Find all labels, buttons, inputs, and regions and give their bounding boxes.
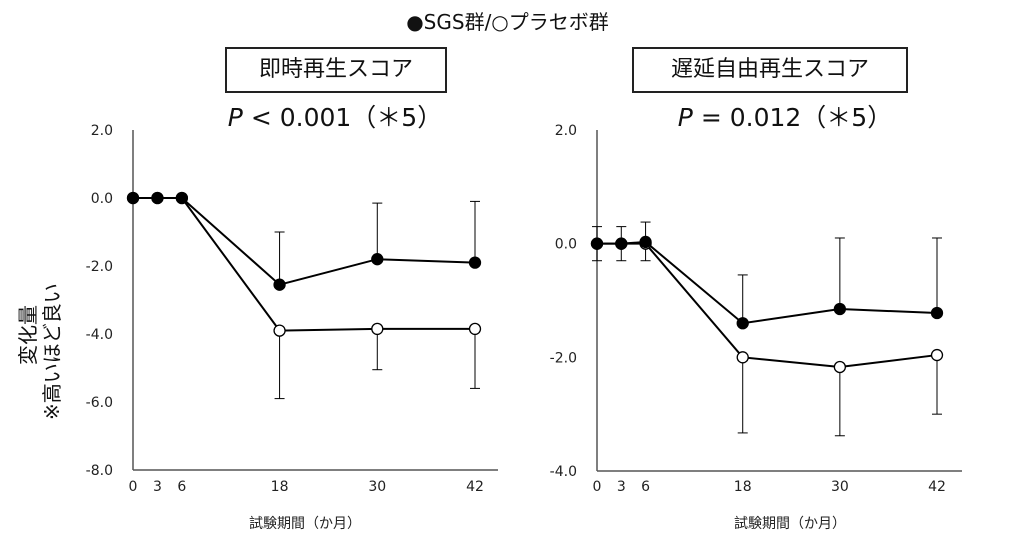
p-symbol: P [677,103,693,132]
y-tick-label: -4.0 [86,327,113,343]
placebo-point [833,360,847,374]
p-value-delayed: P = 0.012（＊5） [630,98,940,134]
x-tick-label: 18 [734,479,752,495]
y-tick-label: 2.0 [555,123,577,139]
series-line-sgs [597,240,938,325]
p-symbol: P [227,103,243,132]
legend-title: ●SGS群/○プラセボ群 [406,10,609,34]
x-axis-label: 試験期間（か月） [249,516,361,532]
y-tick-label: 0.0 [555,237,577,253]
x-tick-label: 3 [617,479,626,495]
sgs-point [273,278,286,291]
sgs-point [126,191,140,205]
series-line-placebo [597,242,938,369]
sgs-point [615,237,628,250]
sgs-point [371,253,384,266]
y-tick-label: -2.0 [86,259,113,275]
x-tick-label: 42 [466,479,484,495]
y-tick-label: 2.0 [91,123,113,139]
placebo-point [468,322,482,336]
y-tick-label: -4.0 [550,464,577,480]
x-axis-label: 試験期間（か月） [734,516,846,532]
sgs-point [736,317,749,330]
placebo-point [371,322,384,336]
x-tick-label: 6 [641,479,650,495]
sgs-point [590,237,604,250]
sgs-point [639,235,652,249]
chart-title-delayed: 遅延自由再生スコア [632,47,908,93]
x-tick-label: 30 [831,479,849,495]
sgs-point [468,256,482,269]
y-tick-label: -2.0 [550,350,577,366]
sgs-point [175,191,189,205]
x-tick-label: 6 [177,479,186,495]
placebo-point [273,324,286,337]
p-value-immediate: P < 0.001（＊5） [180,98,490,134]
sgs-point [930,306,944,320]
p-value-text: < 0.001（＊5） [250,103,443,132]
series-line-placebo [133,197,475,332]
chart-0: 2.0 0.0 -2.0 -4.0 -6.0 -8.0 0 3 6 18 30 42 試験期間（か月） [86,123,498,532]
y-tick-label: -6.0 [86,395,113,411]
x-tick-label: 3 [153,479,162,495]
p-value-text: = 0.012（＊5） [700,103,893,132]
x-tick-label: 30 [368,479,386,495]
series-line-sgs [133,197,476,286]
x-tick-label: 0 [593,479,602,495]
x-tick-label: 0 [129,479,138,495]
sgs-point [833,302,847,316]
y-tick-label: 0.0 [91,191,113,207]
y-tick-label: -8.0 [86,463,113,479]
x-tick-label: 18 [271,479,289,495]
sgs-point [151,191,164,205]
chart-title-immediate: 即時再生スコア [225,47,447,93]
placebo-point [736,351,749,364]
chart-1: 2.0 0.0 -2.0 -4.0 0 3 6 18 30 42 試験期間（か月） [550,123,962,532]
placebo-point [930,348,944,362]
x-tick-label: 42 [928,479,946,495]
